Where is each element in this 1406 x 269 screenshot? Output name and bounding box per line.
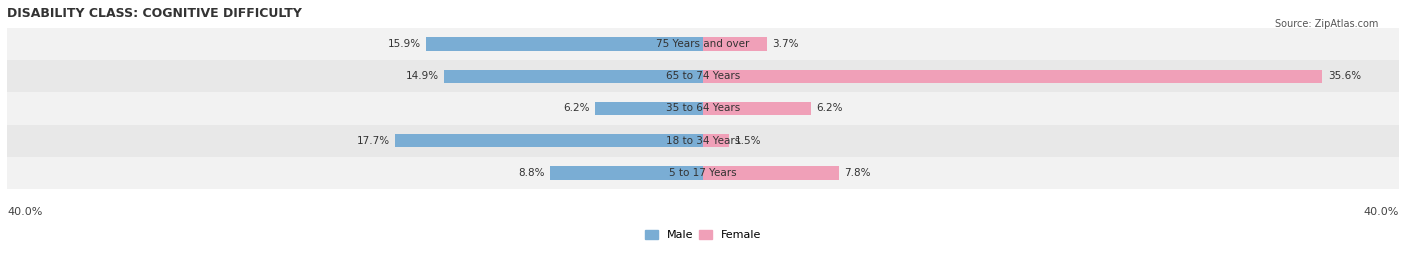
Text: 18 to 34 Years: 18 to 34 Years [666, 136, 740, 146]
Bar [7, 92, 1399, 125]
Text: 65 to 74 Years: 65 to 74 Years [666, 71, 740, 81]
Bar [703, 102, 811, 115]
Bar [395, 134, 703, 147]
Bar [7, 60, 1399, 92]
Bar [703, 70, 1323, 83]
Text: 17.7%: 17.7% [357, 136, 389, 146]
Text: 8.8%: 8.8% [519, 168, 544, 178]
Text: 7.8%: 7.8% [844, 168, 870, 178]
Text: 40.0%: 40.0% [7, 207, 42, 217]
Text: 6.2%: 6.2% [564, 104, 591, 114]
Bar [703, 37, 768, 51]
Text: 35.6%: 35.6% [1327, 71, 1361, 81]
Bar [595, 102, 703, 115]
Text: 6.2%: 6.2% [815, 104, 842, 114]
Bar [703, 134, 730, 147]
Text: 15.9%: 15.9% [388, 39, 422, 49]
Text: 40.0%: 40.0% [1364, 207, 1399, 217]
Legend: Male, Female: Male, Female [640, 225, 766, 245]
Bar [703, 166, 839, 180]
Text: 14.9%: 14.9% [405, 71, 439, 81]
Bar [7, 28, 1399, 60]
Text: Source: ZipAtlas.com: Source: ZipAtlas.com [1274, 19, 1378, 29]
Bar [7, 125, 1399, 157]
Bar [7, 157, 1399, 189]
Bar [550, 166, 703, 180]
Text: 5 to 17 Years: 5 to 17 Years [669, 168, 737, 178]
Text: 1.5%: 1.5% [734, 136, 761, 146]
Text: DISABILITY CLASS: COGNITIVE DIFFICULTY: DISABILITY CLASS: COGNITIVE DIFFICULTY [7, 7, 302, 20]
Text: 3.7%: 3.7% [773, 39, 799, 49]
Text: 35 to 64 Years: 35 to 64 Years [666, 104, 740, 114]
Bar [426, 37, 703, 51]
Bar [444, 70, 703, 83]
Text: 75 Years and over: 75 Years and over [657, 39, 749, 49]
